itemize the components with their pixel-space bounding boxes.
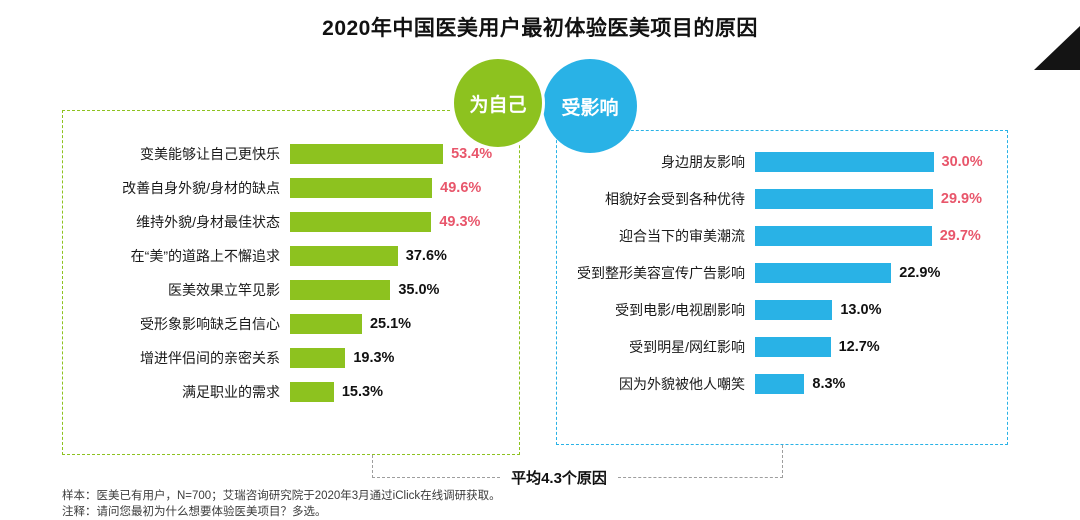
bar-row: 变美能够让自己更快乐 53.4% xyxy=(75,137,505,171)
value-label: 29.7% xyxy=(939,227,981,244)
bar-row: 因为外貌被他人嘲笑 8.3% xyxy=(567,365,993,402)
panel-influenced: 身边朋友影响 30.0% 相貌好会受到各种优待 29.9% 迎合当下的审美潮流 29.7%… xyxy=(556,130,1008,445)
footnote-sample: 样本：医美已有用户，N=700；艾瑞咨询研究院于2020年3月通过iClick在… xyxy=(62,490,501,502)
bar xyxy=(290,348,346,368)
bar-row: 相貌好会受到各种优待 29.9% xyxy=(567,180,993,217)
footnote-question: 注释：请问您最初为什么想要体验医美项目？多选。 xyxy=(62,506,327,518)
bar-row: 身边朋友影响 30.0% xyxy=(567,143,993,180)
bracket-line xyxy=(372,477,500,478)
value-label: 22.9% xyxy=(899,264,941,281)
category-label: 身边朋友影响 xyxy=(661,153,745,170)
bar-area: 49.6% xyxy=(290,178,505,198)
bar-row: 在“美”的道路上不懈追求 37.6% xyxy=(75,239,505,273)
category-label: 迎合当下的审美潮流 xyxy=(619,227,745,244)
bar-area: 15.3% xyxy=(290,382,505,402)
bracket-line xyxy=(372,455,373,478)
bar-row: 满足职业的需求 15.3% xyxy=(75,375,505,409)
bar xyxy=(290,314,362,334)
bar-area: 53.4% xyxy=(290,144,505,164)
bracket-line xyxy=(782,445,783,478)
bar xyxy=(290,280,391,300)
value-label: 53.4% xyxy=(451,146,493,162)
value-label: 8.3% xyxy=(812,375,846,392)
bar xyxy=(755,151,934,172)
category-label: 受到电影/电视剧影响 xyxy=(615,301,745,318)
average-reasons-note: 平均4.3个原因 xyxy=(511,470,607,487)
bar-row: 改善自身外貌/身材的缺点 49.6% xyxy=(75,171,505,205)
bar-row: 受到明星/网红影响 12.7% xyxy=(567,328,993,365)
bracket-line xyxy=(618,477,783,478)
category-label: 改善自身外貌/身材的缺点 xyxy=(122,180,280,196)
value-label: 37.6% xyxy=(405,248,447,264)
category-label: 增进伴侣间的亲密关系 xyxy=(140,350,280,366)
value-label: 29.9% xyxy=(940,190,983,207)
bar-area: 8.3% xyxy=(755,373,993,394)
category-label: 在“美”的道路上不懈追求 xyxy=(130,248,280,264)
bar-area: 12.7% xyxy=(755,336,993,357)
bar xyxy=(755,262,892,283)
page-title: 2020年中国医美用户最初体验医美项目的原因 xyxy=(322,17,758,40)
bar xyxy=(290,212,432,232)
bar xyxy=(290,144,444,164)
bar xyxy=(755,336,831,357)
category-label: 满足职业的需求 xyxy=(182,384,280,400)
bar-row: 受形象影响缺乏自信心 25.1% xyxy=(75,307,505,341)
category-label: 受到明星/网红影响 xyxy=(629,338,745,355)
bar-area: 29.9% xyxy=(755,188,993,209)
bar xyxy=(755,188,933,209)
bar-row: 增进伴侣间的亲密关系 19.3% xyxy=(75,341,505,375)
category-label: 受形象影响缺乏自信心 xyxy=(140,316,280,332)
bar-area: 37.6% xyxy=(290,246,505,266)
value-label: 19.3% xyxy=(353,350,395,366)
category-label: 医美效果立竿见影 xyxy=(168,282,280,298)
value-label: 30.0% xyxy=(941,153,983,170)
bar-area: 22.9% xyxy=(755,262,993,283)
bar-row: 受到整形美容宣传广告影响 22.9% xyxy=(567,254,993,291)
value-label: 35.0% xyxy=(398,282,440,298)
bar-area: 19.3% xyxy=(290,348,505,368)
bar-row: 维持外貌/身材最佳状态 49.3% xyxy=(75,205,505,239)
bar-row: 迎合当下的审美潮流 29.7% xyxy=(567,217,993,254)
category-label: 变美能够让自己更快乐 xyxy=(140,146,280,162)
bar-area: 35.0% xyxy=(290,280,505,300)
bar xyxy=(290,382,334,402)
bar xyxy=(755,225,932,246)
badge-influenced: 受影响 xyxy=(543,59,637,153)
category-label: 相貌好会受到各种优待 xyxy=(605,190,745,207)
bar-area: 25.1% xyxy=(290,314,505,334)
value-label: 49.6% xyxy=(440,180,482,196)
panel-for-self: 变美能够让自己更快乐 53.4% 改善自身外貌/身材的缺点 49.6% 维持外貌/身材最… xyxy=(62,110,520,455)
footnotes: 样本：医美已有用户，N=700；艾瑞咨询研究院于2020年3月通过iClick在… xyxy=(62,488,501,520)
category-label: 受到整形美容宣传广告影响 xyxy=(577,264,745,281)
bar-area: 29.7% xyxy=(755,225,993,246)
bar xyxy=(290,178,433,198)
bar-area: 13.0% xyxy=(755,299,993,320)
bar-row: 受到电影/电视剧影响 13.0% xyxy=(567,291,993,328)
bar xyxy=(290,246,398,266)
value-label: 25.1% xyxy=(369,316,412,332)
bar-area: 30.0% xyxy=(755,151,993,172)
bar xyxy=(755,299,833,320)
value-label: 12.7% xyxy=(838,338,880,355)
bar-area: 49.3% xyxy=(290,212,505,232)
bar xyxy=(755,373,805,394)
bar-row: 医美效果立竿见影 35.0% xyxy=(75,273,505,307)
category-label: 维持外貌/身材最佳状态 xyxy=(136,214,280,230)
value-label: 15.3% xyxy=(341,384,383,400)
category-label: 因为外貌被他人嘲笑 xyxy=(619,375,745,392)
value-label: 13.0% xyxy=(840,301,882,318)
badge-for-self: 为自己 xyxy=(451,56,545,150)
value-label: 49.3% xyxy=(439,214,481,230)
